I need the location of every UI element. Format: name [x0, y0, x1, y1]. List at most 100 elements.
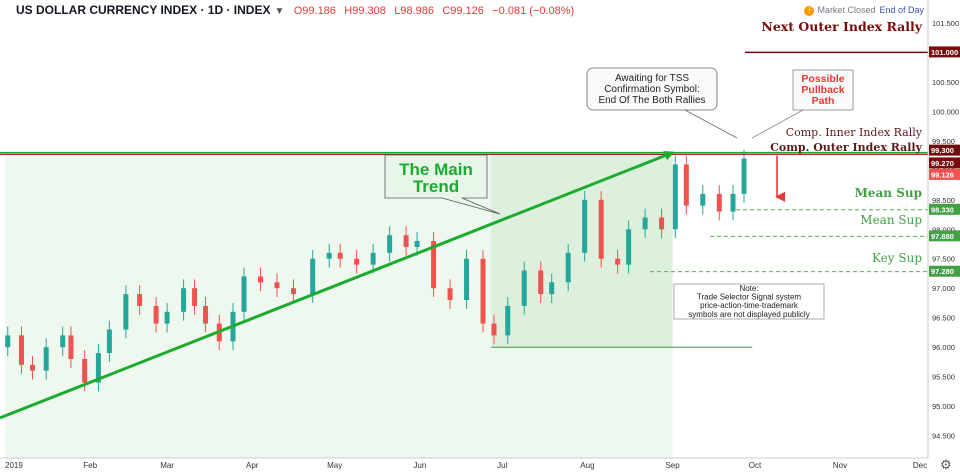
awaiting-pointer [684, 109, 738, 139]
pullback-pointer [751, 109, 804, 139]
candles-group [5, 149, 747, 392]
candle-body [192, 288, 198, 306]
price-tick-label: 94.500 [932, 432, 955, 441]
candle-body [598, 199, 604, 259]
ohlc-high: H99.308 [344, 5, 386, 17]
price-tag-bg [929, 168, 960, 180]
time-tick-label: Oct [749, 461, 762, 470]
price-tag-label: 97.280 [931, 267, 954, 276]
main-trend-label-line1: The Main [399, 160, 473, 179]
candle-body [403, 235, 409, 247]
ohlc-low: L98.986 [394, 5, 434, 17]
candle-body [326, 252, 332, 259]
symbol-title[interactable]: US DOLLAR CURRENCY INDEX · 1D · INDEX [16, 3, 271, 17]
candle-body [95, 353, 101, 383]
candle-body [123, 294, 129, 330]
candle-body [491, 323, 497, 336]
price-tag-label: 98.330 [931, 205, 954, 214]
candle-body [203, 305, 209, 324]
price-tag-bg [929, 144, 960, 156]
candle-body [659, 217, 665, 230]
ohlc-close: C99.126 [442, 5, 484, 17]
time-tick-label: Jul [497, 461, 507, 470]
time-tick-label: Mar [160, 461, 174, 470]
candle-body [615, 258, 621, 265]
candle-body [106, 329, 112, 354]
price-tick-label: 97.000 [932, 284, 955, 293]
candle-body [370, 252, 376, 265]
price-tick-label: 96.000 [932, 343, 955, 352]
main-trend-callout [384, 154, 501, 215]
price-tick-label: 96.500 [932, 314, 955, 323]
candle-body [5, 335, 11, 348]
pullback-text: Pullback [801, 84, 844, 96]
candle-body [153, 305, 159, 324]
chart-header: US DOLLAR CURRENCY INDEX · 1D · INDEX ▼ O… [0, 0, 928, 20]
candle-body [626, 229, 632, 265]
price-tick-label: 98.500 [932, 196, 955, 205]
price-tick-label: 100.000 [932, 107, 959, 116]
time-tick-label: Feb [83, 461, 97, 470]
price-tick-label: 100.500 [932, 78, 959, 87]
candle-body [290, 288, 296, 295]
candle-body [730, 193, 736, 212]
candle-body [549, 282, 555, 295]
candle-body [582, 199, 588, 253]
candle-body [414, 241, 420, 247]
time-tick-label: Apr [246, 461, 259, 470]
candle-body [164, 311, 170, 324]
price-tag-bg [929, 265, 960, 277]
price-tick-label: 101.500 [932, 19, 959, 28]
note-text: Trade Selector Signal system [697, 293, 802, 302]
price-tag-bg [929, 230, 960, 242]
next-outer-rally-label: Next Outer Index Rally [761, 19, 922, 34]
time-tick-label: Sep [665, 461, 680, 470]
price-tick-label: 95.000 [932, 402, 955, 411]
gear-icon[interactable]: ⚙ [940, 457, 952, 472]
market-status: ! Market Closed End of Day [804, 0, 924, 20]
candle-body [354, 258, 360, 265]
price-tick-label: 99.500 [932, 137, 955, 146]
candle-body [257, 276, 263, 283]
price-axis-bg [928, 0, 960, 458]
consolidation-box-shade [491, 152, 673, 348]
candle-body [181, 288, 187, 312]
price-tag-label: 99.300 [931, 146, 954, 155]
time-tick-label: May [327, 461, 342, 470]
note-box [673, 283, 825, 320]
candle-body [387, 235, 393, 253]
candle-body [716, 193, 722, 212]
chevron-down-icon[interactable]: ▼ [274, 6, 285, 17]
candle-body [68, 335, 74, 359]
inner-rally-label: Comp. Inner Index Rally [786, 126, 923, 139]
price-tag-bg [929, 203, 960, 215]
candle-body [741, 158, 747, 194]
pullback-callout-box [792, 69, 854, 111]
candle-body [137, 294, 143, 306]
note-text: Note: [739, 284, 758, 293]
mean-sup-label-1: Mean Sup [855, 186, 922, 200]
note-text: price-action-time-trademark [700, 301, 799, 310]
mean-sup-label-2: Mean Sup [860, 213, 922, 227]
price-tag-label: 101.000 [931, 48, 958, 57]
price-tag-label: 99.126 [931, 170, 954, 179]
awaiting-callout-box [586, 67, 718, 111]
alert-icon[interactable]: ! [804, 5, 815, 16]
candle-body [642, 217, 648, 230]
price-tick-label: 97.500 [932, 255, 955, 264]
candle-body [505, 305, 511, 336]
candle-body [274, 282, 280, 289]
candle-body [565, 252, 571, 283]
price-tag-bg [929, 157, 960, 169]
trend-area-shade [5, 152, 673, 459]
price-tag-label: 97.880 [931, 232, 954, 241]
market-closed-label: Market Closed [817, 5, 876, 15]
candle-body [447, 288, 453, 301]
candle-body [43, 347, 49, 371]
time-tick-label: Jun [413, 461, 426, 470]
price-tag-label: 99.270 [931, 159, 954, 168]
candle-body [464, 258, 470, 301]
note-text: symbols are not displayed publicly [688, 310, 809, 319]
end-of-day-label[interactable]: End of Day [879, 5, 924, 15]
candle-body [480, 258, 486, 324]
